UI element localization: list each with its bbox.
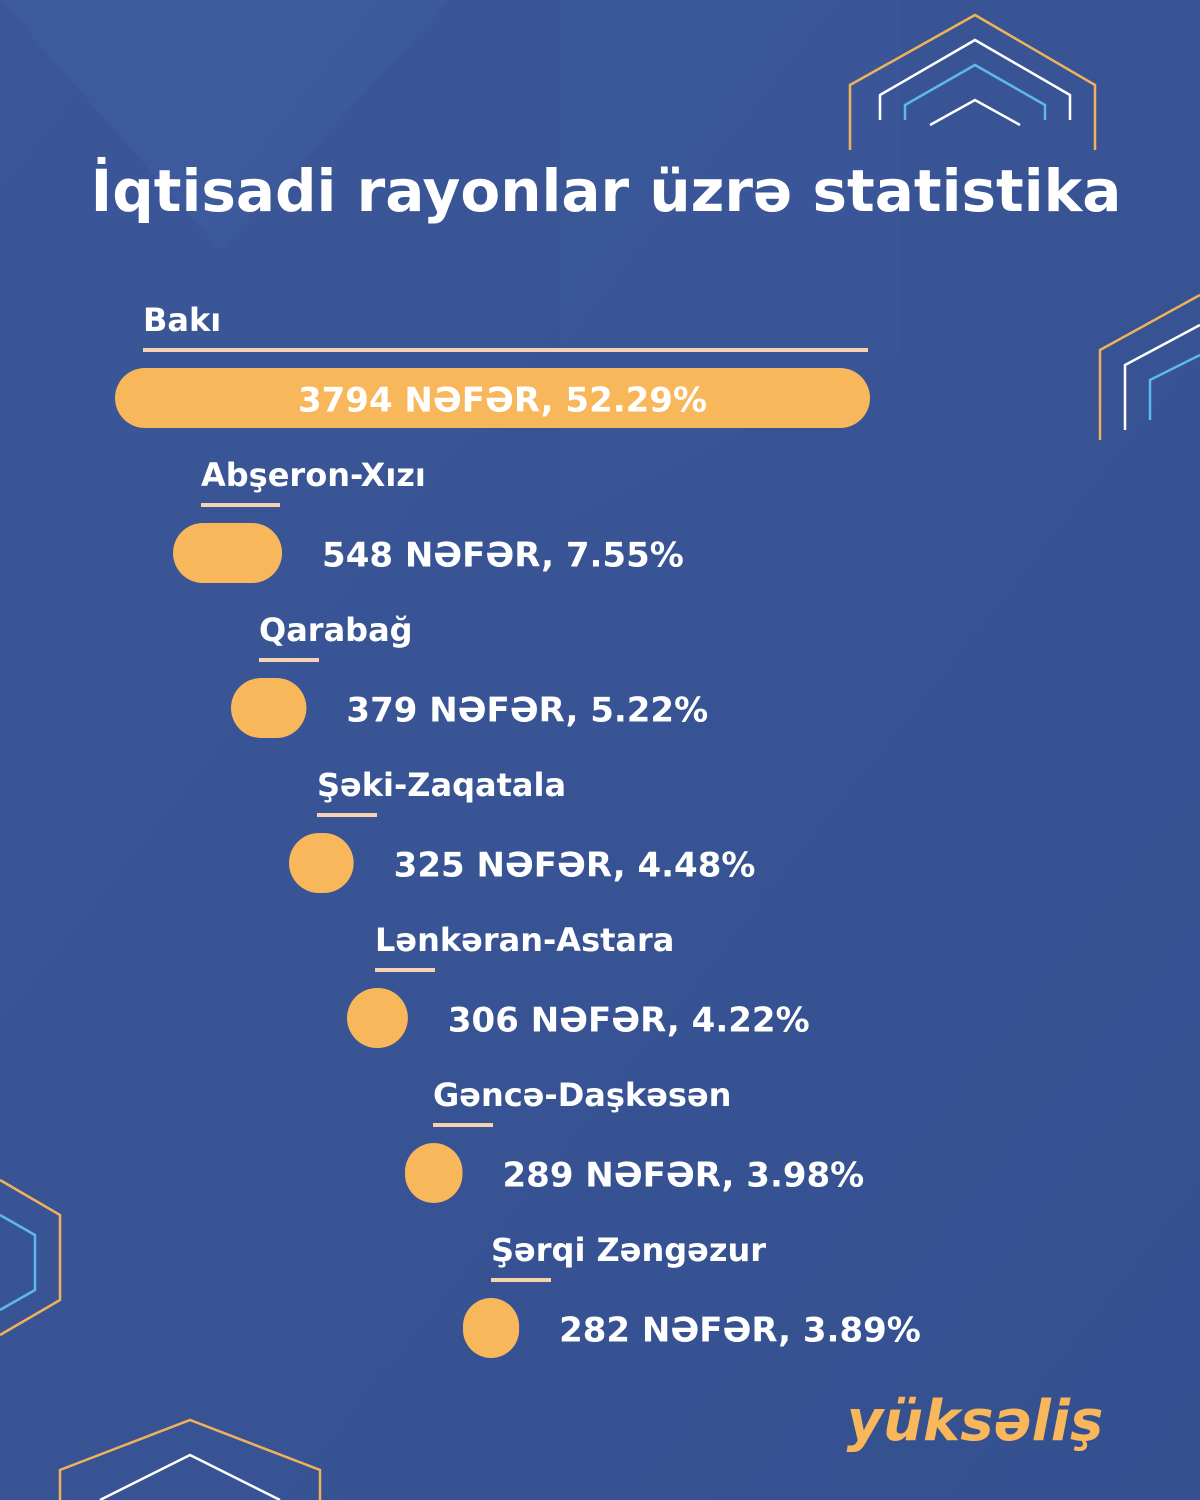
bar xyxy=(231,678,307,738)
category-label: Şərqi Zəngəzur xyxy=(491,1231,766,1269)
logo: yüksəliş xyxy=(847,1389,1104,1454)
bar xyxy=(289,833,354,893)
value-label: 289 NƏFƏR, 3.98% xyxy=(503,1156,865,1196)
bar xyxy=(463,1298,520,1358)
bar xyxy=(347,988,408,1048)
bar xyxy=(405,1143,463,1203)
value-label: 325 NƏFƏR, 4.48% xyxy=(394,846,756,886)
bg-shape xyxy=(0,0,450,250)
category-label: Lənkəran-Astara xyxy=(375,921,674,959)
chart-title: İqtisadi rayonlar üzrə statistika xyxy=(91,156,1122,225)
decoration xyxy=(0,13,1200,1500)
bar xyxy=(173,523,283,583)
value-label: 379 NƏFƏR, 5.22% xyxy=(346,691,708,731)
value-label: 282 NƏFƏR, 3.89% xyxy=(559,1311,921,1351)
category-label: Şəki-Zaqatala xyxy=(317,766,566,804)
category-label: Qarabağ xyxy=(259,611,413,649)
value-label: 548 NƏFƏR, 7.55% xyxy=(322,536,684,576)
category-label: Gəncə-Daşkəsən xyxy=(433,1076,731,1114)
category-label: Bakı xyxy=(143,301,221,339)
value-label: 306 NƏFƏR, 4.22% xyxy=(448,1001,810,1041)
value-label: 3794 NƏFƏR, 52.29% xyxy=(298,381,707,421)
category-label: Abşeron-Xızı xyxy=(201,456,426,494)
bar xyxy=(115,368,870,428)
